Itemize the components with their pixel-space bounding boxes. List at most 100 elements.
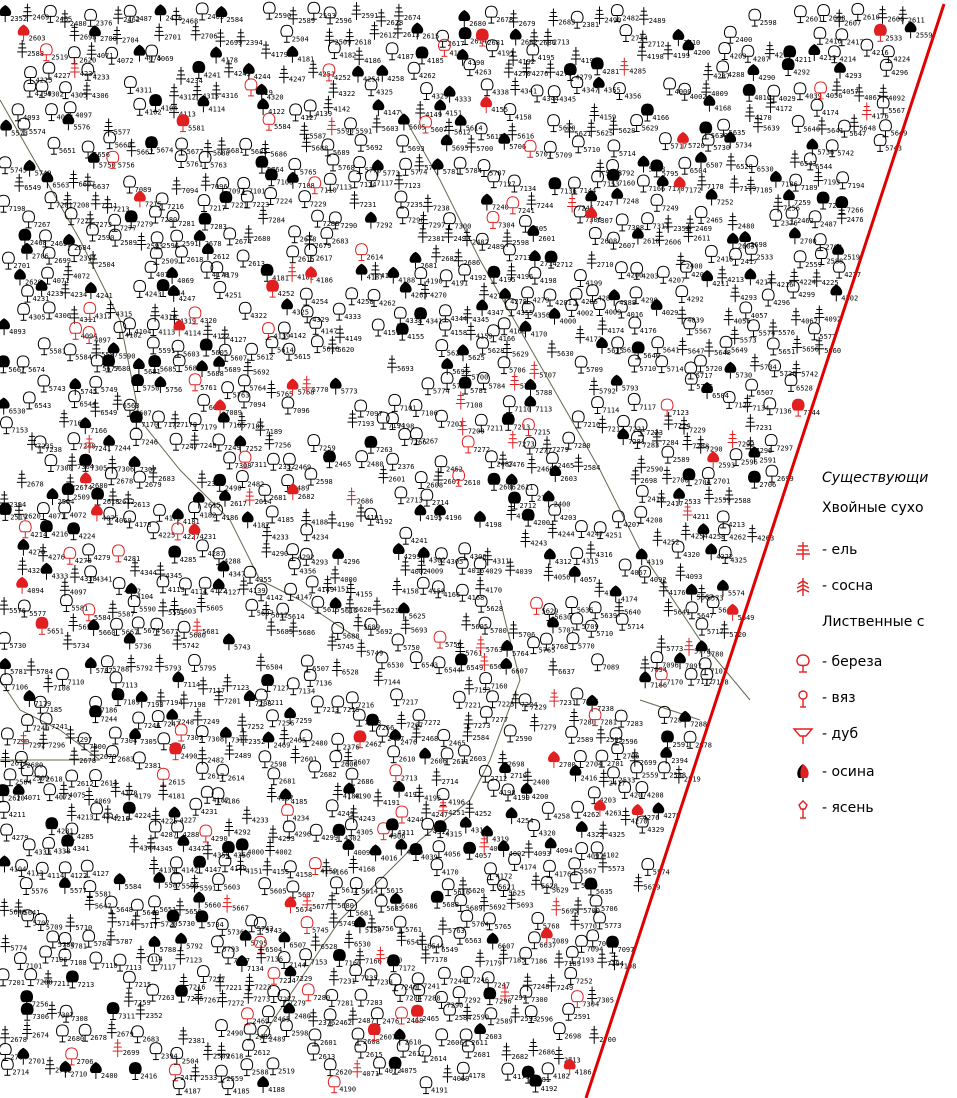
tree-number-label: 7186: [781, 181, 798, 189]
tree-number-label: 4186: [575, 1068, 592, 1076]
tree-number-label: 5745: [10, 167, 27, 175]
tree-symbol: 4170: [744, 104, 772, 122]
tree-number-label: 5773: [666, 645, 683, 653]
tree-symbol: 2480: [727, 212, 755, 231]
tree-number-label: 4181: [272, 274, 289, 282]
tree-symbol: 7296: [396, 206, 425, 225]
tree-number-label: 2480: [70, 20, 87, 28]
tree-number-label: 4296: [773, 299, 790, 307]
tree-symbol: 5685: [239, 137, 268, 156]
tree-number-label: 2394: [246, 39, 263, 47]
tree-number-label: 5649: [738, 614, 755, 622]
tree-number-label: 4262: [583, 811, 600, 819]
tree-number-label: 5742: [801, 371, 818, 379]
tree-number-label: 2490: [181, 753, 198, 761]
tree-symbol: 2487: [123, 4, 152, 23]
tree-number-label: 2601: [805, 16, 822, 24]
tree-number-label: 4000: [675, 88, 692, 96]
tree-number-label: 7308: [235, 462, 252, 470]
tree-number-label: 7306: [585, 216, 602, 224]
tree-number-label: 7194: [848, 182, 865, 190]
tree-symbol: 4159: [589, 103, 616, 122]
tree-number-label: 7300: [531, 996, 548, 1004]
tree-number-label: 5576: [31, 888, 48, 896]
tree-number-label: 7248: [622, 198, 639, 206]
tree-number-label: 2352: [673, 225, 690, 233]
tree-number-label: 5749: [35, 170, 52, 178]
tree-symbol: 5787: [477, 158, 506, 178]
tree-number-label: 4176: [669, 589, 686, 597]
tree-number-label: 4185: [277, 516, 294, 524]
tree-number-label: 2681: [421, 262, 438, 270]
tree-number-label: 5607: [431, 126, 448, 134]
tree-number-label: 7267: [406, 721, 423, 729]
tree-number-label: 4057: [580, 576, 597, 584]
tree-number-label: 5765: [300, 168, 317, 176]
tree-symbol: 4213: [808, 44, 836, 62]
tree-symbol: 4147: [372, 99, 400, 117]
legend-group-conifers: Хвойные сухо: [822, 500, 924, 516]
tree-number-label: 2591: [759, 457, 776, 465]
tree-number-label: 7304: [498, 221, 515, 229]
tree-number-label: 6530: [387, 662, 404, 670]
tree-symbol: 4188: [387, 266, 415, 285]
tree-number-label: 2476: [847, 216, 864, 224]
tree-number-label: 4039: [515, 568, 532, 576]
tree-number-label: 7189: [801, 184, 818, 192]
tree-symbol: 4356: [613, 81, 641, 101]
tree-symbol: 5686: [260, 140, 287, 159]
tree-number-label: 2588: [734, 497, 751, 505]
tree-number-label: 4069: [94, 798, 111, 806]
forest-path-line: [259, 599, 521, 1041]
tree-number-label: 2596: [162, 242, 179, 250]
tree-symbol: 7249: [650, 193, 679, 212]
tree-number-label: 4208: [691, 271, 708, 279]
tree-number-label: 2584: [74, 244, 91, 252]
tree-number-label: 6528: [736, 163, 753, 171]
tree-symbol: 7221: [219, 190, 248, 209]
tree-number-label: 4114: [47, 872, 64, 880]
tree-symbol: 4174: [810, 98, 839, 117]
tree-number-label: 7300: [455, 223, 472, 231]
tree-number-label: 5793: [165, 664, 182, 672]
tree-symbol: 4325: [364, 78, 393, 97]
tree-number-label: 5630: [711, 132, 728, 140]
tree-number-label: 2400: [101, 1072, 118, 1080]
tree-number-label: 5667: [137, 149, 154, 157]
tree-number-label: 7108: [466, 402, 483, 410]
tree-number-label: 5745: [337, 643, 354, 651]
tree-symbol: 4016: [742, 83, 771, 102]
tree-number-label: 7311: [250, 461, 267, 469]
tree-number-label: 4122: [70, 872, 87, 880]
tree-symbol: 2608: [817, 3, 845, 23]
tree-number-label: 5761: [200, 384, 217, 392]
tree-number-label: 4002: [690, 93, 707, 101]
tree-number-label: 4196: [517, 273, 534, 281]
tree-number-label: 4186: [223, 798, 240, 806]
tree-symbol: 2607: [834, 9, 861, 28]
tree-symbol: 2699: [42, 246, 71, 265]
tree-number-label: 7189: [265, 428, 282, 436]
tree-number-label: 2468: [407, 1017, 424, 1025]
tree-symbol: 7211: [90, 191, 118, 210]
tree-number-label: 4262: [419, 72, 436, 80]
tree-symbol: 4203: [718, 41, 747, 61]
tree-number-label: 5764: [512, 650, 529, 658]
tree-number-label: 4178: [135, 521, 152, 529]
tree-number-label: 2674: [32, 1032, 49, 1040]
tree-number-label: 7241: [518, 207, 535, 215]
tree-number-label: 5714: [667, 366, 684, 374]
tree-number-label: 5651: [778, 348, 795, 356]
tree-number-label: 2596: [536, 1016, 553, 1024]
tree-symbol: 2681: [409, 251, 438, 270]
tree-number-label: 2620: [79, 57, 96, 65]
tree-number-label: 2601: [320, 1039, 337, 1047]
tree-number-label: 2678: [116, 478, 133, 486]
tree-number-label: 7134: [247, 965, 264, 973]
tree-number-label: 4174: [607, 327, 624, 335]
tree-number-label: 4195: [538, 54, 555, 62]
tree-number-label: 5581: [188, 125, 205, 133]
tree-symbol: 6530: [745, 154, 774, 174]
tree-symbol: 2490: [594, 6, 621, 25]
tree-number-label: 7117: [376, 180, 393, 188]
